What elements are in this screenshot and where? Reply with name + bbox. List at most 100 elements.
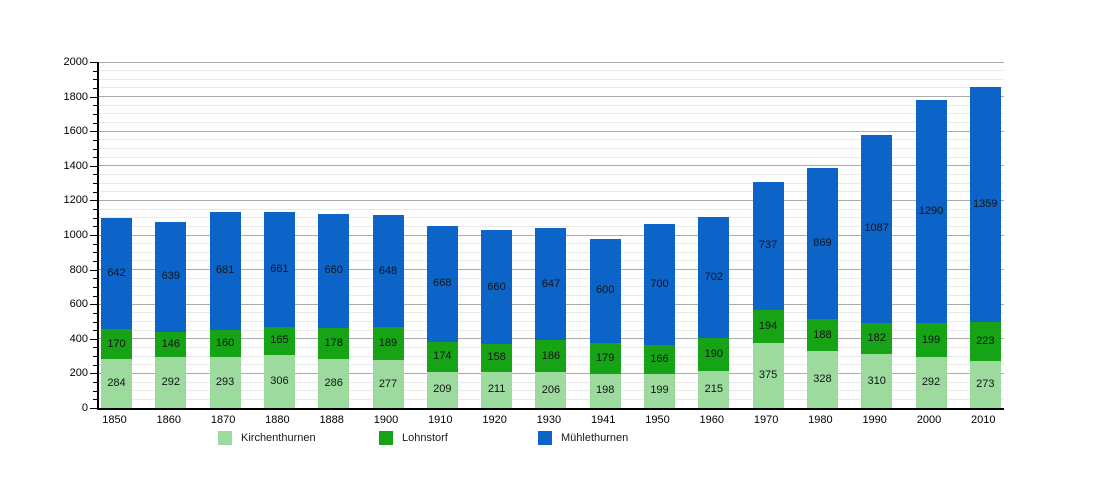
y-axis-tick [90,373,97,375]
bar-segment: 273 [969,360,1001,408]
bar-value-label: 1290 [918,204,944,217]
bar-segment: 158 [481,344,513,372]
bar-segment: 293 [209,357,241,408]
bar-value-label: 661 [270,262,289,275]
bar-value-label: 199 [921,333,941,346]
gridline [99,96,1004,98]
y-axis-tick [90,165,97,167]
x-tick-label: 1850 [102,414,127,426]
bar-segment: 328 [806,351,838,408]
bar-value-label: 293 [215,376,235,389]
bar-segment: 660 [318,213,350,328]
y-axis-tick [93,347,97,349]
bar-segment: 178 [318,327,350,359]
bar-value-label: 211 [487,383,506,396]
bar-segment: 642 [101,218,132,330]
bar-segment: 869 [806,168,838,319]
bar-value-label: 600 [596,284,615,297]
y-axis-tick [93,79,97,81]
bar-group: 215 190 702 [698,62,730,408]
y-axis-tick [90,96,97,98]
x-tick-label: 1920 [482,414,507,426]
bar-group: 211 158 660 [481,62,513,408]
x-tick-label: 1870 [210,414,236,426]
y-axis-tick [93,174,97,176]
bar-value-label: 179 [596,351,615,364]
bar-value-label: 647 [541,277,561,290]
bar-group: 286 178 660 [318,62,350,408]
kirchenthurnen-swatch-icon [218,431,232,445]
y-axis-tick [90,408,97,409]
y-tick-label: 400 [69,332,88,345]
y-tick-label: 1000 [63,229,88,241]
y-axis-tick [90,338,97,340]
gridline [99,87,1004,89]
bar-segment: 284 [101,358,132,408]
bar-group: 375 194 737 [752,62,784,408]
y-axis-tick [93,321,97,323]
bar-segment: 209 [426,371,458,408]
x-tick-label: 1941 [590,414,616,426]
bar-value-label: 206 [541,383,561,396]
bar-segment: 1087 [861,134,893,323]
bar-group: 284 170 642 [101,62,132,408]
bar-segment: 647 [535,228,567,341]
gridline [99,78,1004,80]
bar-value-label: 158 [487,351,506,364]
y-axis-tick [93,148,97,150]
bar-value-label: 700 [650,277,669,290]
gridline [99,225,1004,227]
x-tick-label: 2010 [971,414,996,426]
gridline [99,156,1004,158]
bar-group: 277 189 648 [372,62,404,408]
bar-segment: 179 [589,342,621,374]
bar-segment: 648 [372,215,404,328]
y-axis-tick [93,382,97,384]
gridline [99,130,1004,132]
bar-value-label: 681 [215,264,235,277]
x-tick-label: 1970 [753,414,779,426]
bar-segment: 660 [481,230,513,345]
plot-area: 284 170 642 292 146 639 293 160 681 306 165 661 286 1… [97,61,1004,410]
gridline [99,182,1004,184]
bar-value-label: 170 [107,337,126,350]
y-axis-tick [93,70,97,72]
y-axis-tick [93,243,97,245]
y-axis-tick [93,122,97,124]
gridline [99,217,1004,219]
bar-value-label: 668 [433,277,452,290]
y-axis-tick [93,364,97,366]
x-tick-label: 1930 [536,414,562,426]
bar-segment: 182 [861,322,893,355]
bar-segment: 198 [589,373,621,408]
y-axis-tick [93,286,97,288]
y-axis-tick [93,191,97,193]
bar-value-label: 190 [704,347,723,360]
bar-segment: 165 [263,326,295,356]
gridline [99,208,1004,210]
y-tick-label: 1400 [63,159,88,172]
bar-segment: 1359 [969,87,1001,323]
y-axis-tick [93,183,97,185]
bar-value-label: 188 [813,328,832,341]
y-axis-tick [90,62,97,63]
bar-value-label: 165 [270,334,289,347]
bar-segment: 160 [209,329,241,358]
bar-segment: 170 [101,329,132,359]
y-axis-tick [93,260,97,262]
x-tick-label: 1860 [156,414,182,426]
legend-item-muehlethurnen: Mühlethurnen [538,431,628,445]
bar-segment: 286 [318,358,350,408]
bar-group: 292 146 639 [155,62,187,408]
bar-segment: 146 [155,332,187,358]
bar-value-label: 199 [650,384,669,397]
bar-value-label: 1359 [973,198,998,211]
bar-segment: 1290 [915,99,947,324]
gridline [99,61,1004,63]
x-tick-label: 1950 [645,414,670,426]
bar-value-label: 292 [161,376,180,389]
bar-group: 306 165 661 [263,62,295,408]
bar-segment: 702 [698,216,730,338]
bar-value-label: 292 [921,376,941,389]
